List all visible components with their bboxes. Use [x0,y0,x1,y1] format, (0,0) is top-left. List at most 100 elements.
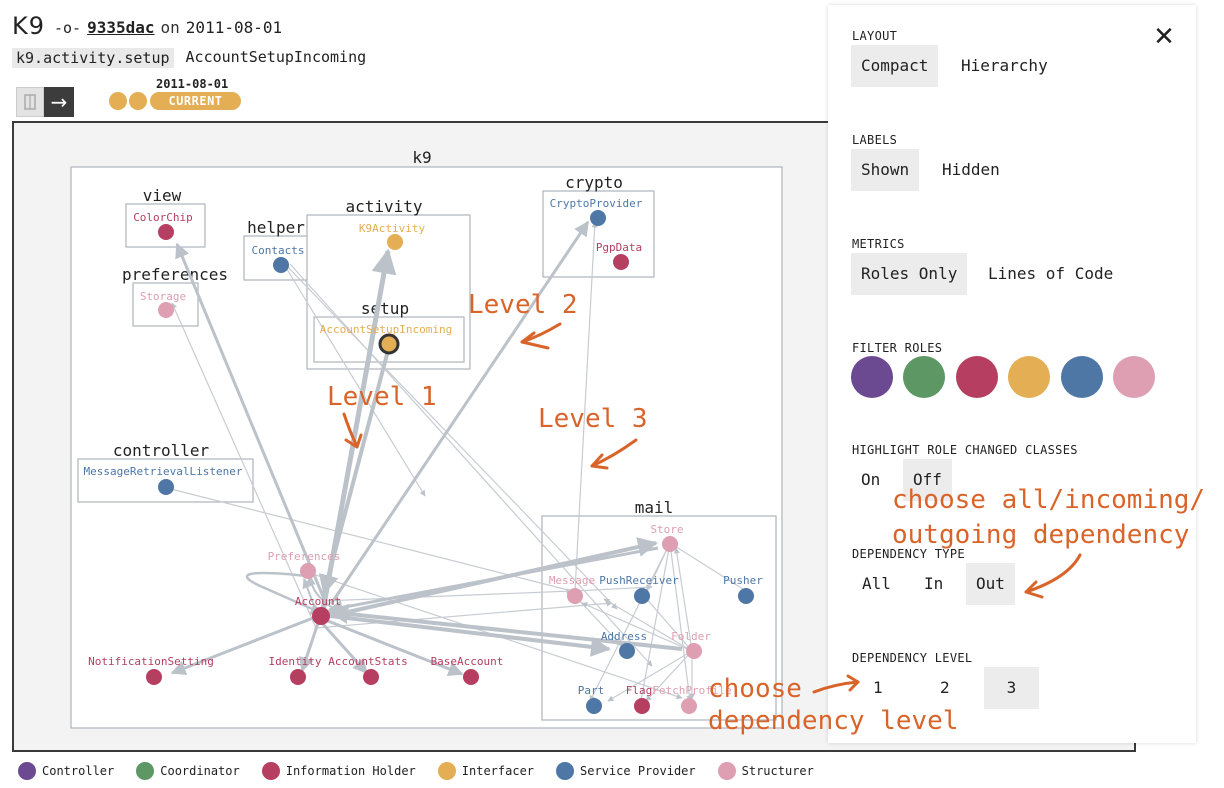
node-message[interactable] [567,588,583,604]
arrow-right-icon: → [44,87,74,117]
node-accountsetupincoming[interactable] [378,333,400,355]
node-flag[interactable] [634,698,650,714]
dependency-type-option-all[interactable]: All [862,574,891,593]
dependency-edge [673,547,693,652]
annotation-level-line2: dependency level [708,706,959,736]
filter-role-coordinator[interactable] [903,356,945,398]
dependency-level-option-2[interactable]: 2 [940,678,950,697]
dependency-edge [645,650,693,702]
node-contacts[interactable] [273,257,289,273]
legend-dot [556,762,575,780]
node-account[interactable] [312,607,330,625]
node-label: Account [295,595,341,608]
dependency-level-option-3[interactable]: 3 [984,667,1039,709]
dependency-type-option-in[interactable]: In [924,574,944,593]
node-pusher[interactable] [738,588,754,604]
dependency-edge [175,242,329,607]
node-label: Identity [269,655,322,668]
dependency-edge [321,588,573,602]
node-cryptoprovider[interactable] [590,210,606,226]
labels-option-hidden[interactable]: Hidden [942,160,1000,179]
metrics-option-roles-only[interactable]: Roles Only [851,253,968,295]
node-label: AccountSetupIncoming [320,323,452,336]
legend-dot [261,762,280,780]
annotation-level-3: Level 3 [538,404,648,434]
current-version-pill[interactable]: CURRENT [150,92,241,110]
layout-label: LAYOUT [852,29,898,43]
dependency-edge [607,650,693,702]
node-label: Flag [626,684,653,697]
labels-option-shown[interactable]: Shown [851,149,920,191]
dependency-edge [320,621,369,675]
node-label: Address [601,630,647,643]
dependency-edge [643,542,671,599]
dependency-edge [170,616,314,676]
node-address[interactable] [619,643,635,659]
group-label: controller [113,441,210,460]
timeline-toggle-button[interactable]: → [16,87,78,117]
dependency-edge [669,542,755,597]
legend-dot [18,762,36,780]
node-storage[interactable] [158,302,174,318]
node-label: Preferences [268,550,341,563]
node-label: K9Activity [359,222,426,235]
metrics-option-lines-of-code[interactable]: Lines of Code [988,264,1114,283]
dependency-edge [589,542,671,702]
filter-role-information-holder[interactable] [956,356,998,398]
legend-dot [717,762,736,780]
filter-role-interfacer[interactable] [1008,356,1050,398]
close-icon[interactable]: ✕ [1153,22,1175,52]
dependency-edge [669,542,693,702]
node-messageretrievallistener[interactable] [158,479,174,495]
highlight-option-off[interactable]: Off [903,459,952,501]
node-label: PgpData [596,241,642,254]
node-label: Contacts [252,244,305,257]
node-preferences[interactable] [300,563,316,579]
node-label: NotificationSetting [88,655,214,668]
dependency-edge [289,263,653,667]
legend-item: Information Holder [261,762,416,780]
dependency-edge [574,221,598,592]
timeline-version-dot[interactable] [109,92,127,110]
dependency-edge [315,600,613,629]
dependency-edge [281,260,618,610]
node-accountstats[interactable] [363,669,379,685]
dependency-edge [574,584,653,592]
commit-hash-link[interactable]: 9335dac [87,18,155,37]
timeline-version-dot[interactable] [129,92,147,110]
node-store[interactable] [662,536,678,552]
node-pushreceiver[interactable] [634,588,650,604]
legend-dot [437,762,456,780]
legend-dot [136,762,155,780]
node-notificationsetting[interactable] [146,669,162,685]
filter-role-controller[interactable] [851,356,893,398]
node-label: Message [549,574,595,587]
filter-role-service-provider[interactable] [1061,356,1103,398]
settings-panel: ✕ LAYOUT Compact Hierarchy LABELS Shown … [828,5,1196,743]
node-fetchprofile[interactable] [681,698,697,714]
node-colorchip[interactable] [158,224,174,240]
filter-role-structurer[interactable] [1113,356,1155,398]
node-k9activity[interactable] [387,234,403,250]
dependency-graph[interactable]: k9 view activity crypto helper preferenc… [12,121,1136,752]
layout-option-compact[interactable]: Compact [851,45,939,87]
highlight-option-on[interactable]: On [861,470,881,489]
node-pgpdata[interactable] [613,254,629,270]
node-label: FetchProfile [652,684,731,697]
group-label: activity [345,197,422,216]
annotation-level-2: Level 2 [468,290,578,320]
node-baseaccount[interactable] [463,669,479,685]
node-part[interactable] [586,698,602,714]
dependency-level-option-1[interactable]: 1 [873,678,883,697]
legend-label: Service Provider [580,764,696,778]
legend-label: Structurer [741,764,814,778]
layout-option-hierarchy[interactable]: Hierarchy [961,56,1048,75]
dependency-edge [328,603,683,651]
dependency-type-option-out[interactable]: Out [966,563,1015,605]
project-title: K9 [12,12,46,40]
node-label: Store [650,523,683,536]
annotation-level-line1: choose [708,674,802,704]
node-folder[interactable] [686,643,702,659]
node-identity[interactable] [290,669,306,685]
group-label: view [143,186,182,205]
